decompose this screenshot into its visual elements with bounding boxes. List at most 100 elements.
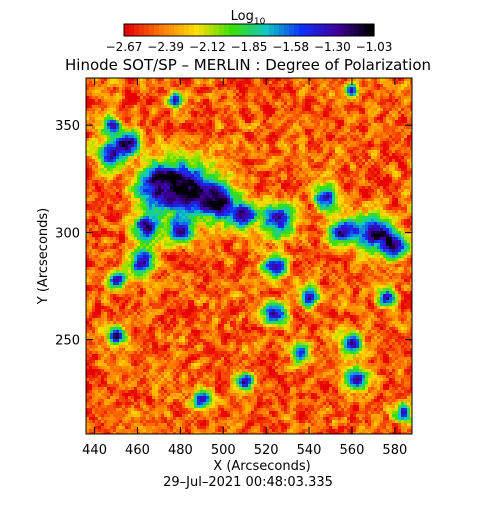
heatmap-cell [200,93,203,96]
heatmap-cell [248,135,251,138]
heatmap-cell [89,123,92,126]
heatmap-cell [155,102,158,105]
heatmap-cell [119,141,122,144]
heatmap-cell [170,168,173,171]
heatmap-cell [317,144,320,147]
heatmap-cell [305,153,308,156]
heatmap-cell [395,183,398,186]
heatmap-cell [356,147,359,150]
heatmap-cell [152,186,155,189]
heatmap-cell [89,117,92,120]
heatmap-cell [203,93,206,96]
heatmap-cell [278,174,281,177]
heatmap-cell [209,147,212,150]
heatmap-cell [290,87,293,90]
heatmap-cell [161,183,164,186]
heatmap-cell [152,123,155,126]
heatmap-cell [146,93,149,96]
heatmap-cell [185,108,188,111]
heatmap-cell [158,135,161,138]
heatmap-cell [401,171,404,174]
heatmap-cell [164,87,167,90]
heatmap-cell [380,81,383,84]
heatmap-cell [131,114,134,117]
colorbar-swatch [309,24,315,36]
heatmap-cell [212,138,215,141]
heatmap-cell [338,81,341,84]
heatmap-cell [218,198,221,201]
heatmap-cell [140,213,143,216]
heatmap-cell [308,120,311,123]
heatmap-cell [338,105,341,108]
heatmap-cell [158,174,161,177]
heatmap-cell [245,114,248,117]
heatmap-cell [122,81,125,84]
heatmap-cell [143,165,146,168]
heatmap-cell [248,150,251,153]
heatmap-cell [287,153,290,156]
heatmap-cell [335,78,338,81]
heatmap-cell [284,168,287,171]
heatmap-cell [113,168,116,171]
heatmap-cell [107,81,110,84]
heatmap-cell [140,162,143,165]
heatmap-cell [356,165,359,168]
heatmap-cell [134,123,137,126]
heatmap-cell [344,204,347,207]
heatmap-cell [200,204,203,207]
heatmap-cell [212,165,215,168]
heatmap-cell [152,141,155,144]
heatmap-cell [128,165,131,168]
heatmap-cell [170,120,173,123]
heatmap-cell [164,84,167,87]
heatmap-cell [221,207,224,210]
heatmap-cell [362,201,365,204]
heatmap-cell [308,162,311,165]
heatmap-cell [281,102,284,105]
heatmap-cell [197,87,200,90]
heatmap-cell [92,120,95,123]
heatmap-cell [86,147,89,150]
heatmap-cell [176,123,179,126]
heatmap-cell [101,108,104,111]
heatmap-cell [380,108,383,111]
heatmap-cell [386,189,389,192]
heatmap-cell [122,183,125,186]
heatmap-cell [221,174,224,177]
heatmap-cell [338,132,341,135]
heatmap-cell [293,90,296,93]
heatmap-cell [215,81,218,84]
heatmap-cell [107,186,110,189]
heatmap-cell [374,180,377,183]
heatmap-cell [221,93,224,96]
heatmap-cell [239,153,242,156]
heatmap-cell [341,78,344,81]
heatmap-cell [191,126,194,129]
heatmap-cell [344,192,347,195]
heatmap-cell [311,210,314,213]
heatmap-cell [284,129,287,132]
heatmap-cell [206,198,209,201]
heatmap-cell [176,168,179,171]
heatmap-cell [305,78,308,81]
heatmap-cell [299,165,302,168]
heatmap-cell [116,207,119,210]
heatmap-cell [137,201,140,204]
heatmap-cell [161,177,164,180]
heatmap-cell [335,129,338,132]
heatmap-cell [287,207,290,210]
heatmap-cell [122,117,125,120]
heatmap-cell [143,174,146,177]
heatmap-cell [332,81,335,84]
heatmap-cell [293,141,296,144]
heatmap-cell [161,198,164,201]
heatmap-cell [284,117,287,120]
heatmap-cell [305,81,308,84]
heatmap-cell [392,174,395,177]
heatmap-cell [197,168,200,171]
heatmap-cell [374,207,377,210]
heatmap-cell [368,186,371,189]
heatmap-cell [245,96,248,99]
heatmap-cell [323,180,326,183]
heatmap-cell [380,174,383,177]
